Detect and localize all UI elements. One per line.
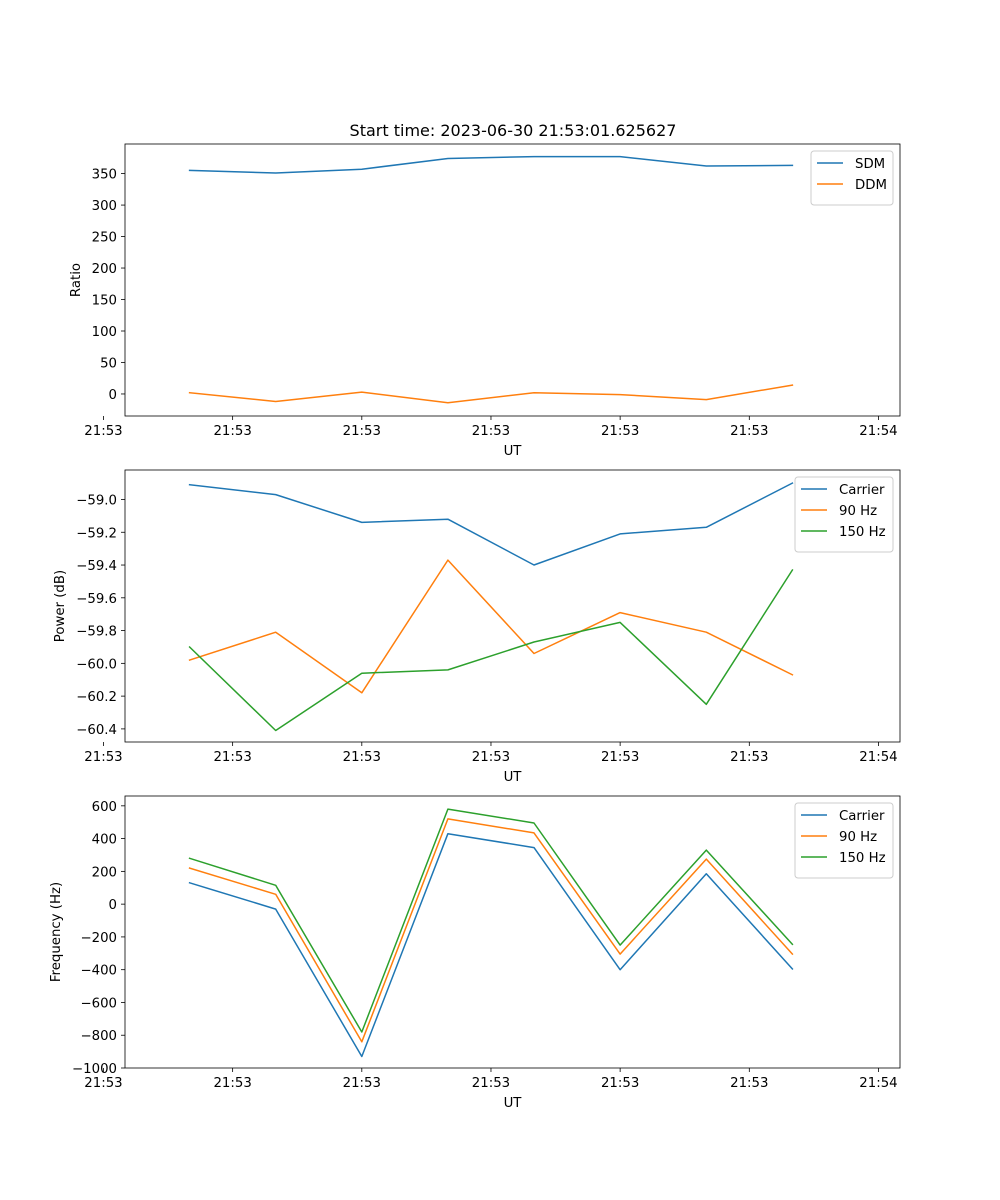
y-tick-label: 0	[109, 898, 117, 913]
subplot-2: 21:53 21:53 21:53 21:53 21:53 21:53 21:54 −60.4…	[53, 469, 901, 785]
y-tick-label: 200	[92, 865, 117, 880]
series-line	[188, 384, 794, 404]
x-tick-label: 21:54	[859, 424, 897, 439]
x-tick-label: 21:53	[601, 1076, 639, 1091]
x-tick-label: 21:53	[601, 424, 639, 439]
x-tick-label: 21:53	[472, 424, 510, 439]
x-axis-label: UT	[504, 444, 523, 459]
x-tick-label: 21:53	[343, 750, 381, 765]
y-tick-label: 350	[92, 168, 117, 183]
x-tick-label: 21:53	[730, 424, 768, 439]
x-tick-label: 21:53	[472, 750, 510, 765]
y-tick-label: 50	[100, 356, 117, 371]
x-tick-label: 21:53	[601, 750, 639, 765]
series-line	[188, 155, 794, 174]
x-tick-label: 21:53	[343, 1076, 381, 1091]
y-axis-label: Power (dB)	[53, 570, 68, 642]
y-tick-label: −59.4	[76, 559, 117, 574]
legend-label: DDM	[855, 178, 887, 193]
x-tick-label: 21:53	[730, 750, 768, 765]
y-tick-label: 400	[92, 833, 117, 848]
y-tick-label: −60.0	[76, 657, 117, 672]
x-tick-label: 21:53	[730, 1076, 768, 1091]
legend-label: 150 Hz	[839, 851, 886, 866]
x-tick-label: 21:53	[213, 424, 251, 439]
legend-label: 90 Hz	[839, 504, 877, 519]
y-tick-label: −59.0	[76, 493, 117, 508]
y-tick-label: −59.6	[76, 592, 117, 607]
axes-frame	[124, 795, 901, 1069]
legend-box	[794, 802, 894, 879]
y-tick-label: 100	[92, 325, 117, 340]
y-tick-label: −600	[80, 996, 117, 1011]
legend-label: 90 Hz	[839, 830, 877, 845]
legend-box	[794, 476, 894, 553]
legend: Carrier 90 Hz 150 Hz	[794, 476, 894, 553]
y-tick-label: 250	[92, 231, 117, 246]
x-tick-label: 21:53	[213, 1076, 251, 1091]
x-tick-label: 21:54	[859, 750, 897, 765]
y-tick-label: −60.2	[76, 690, 117, 705]
series-line	[188, 559, 794, 694]
x-tick-label: 21:53	[213, 750, 251, 765]
x-tick-label: 21:53	[84, 750, 122, 765]
charts-group: 21:53 21:53 21:53 21:53 21:53 21:53 21:54 0 50 10…	[49, 143, 901, 1111]
axes-frame	[124, 469, 901, 743]
y-tick-label: 150	[92, 294, 117, 309]
x-tick-label: 21:53	[472, 1076, 510, 1091]
series-line	[188, 832, 794, 1058]
y-tick-label: 200	[92, 262, 117, 277]
legend: Carrier 90 Hz 150 Hz	[794, 802, 894, 879]
chart-title: Start time: 2023-06-30 21:53:01.625627	[350, 121, 677, 140]
series-line	[188, 818, 794, 1043]
y-tick-label: −800	[80, 1029, 117, 1044]
legend-label: Carrier	[839, 809, 885, 824]
legend-label: 150 Hz	[839, 525, 886, 540]
x-tick-label: 21:53	[343, 424, 381, 439]
y-tick-label: −400	[80, 964, 117, 979]
series-line	[188, 482, 794, 566]
x-axis-label: UT	[504, 770, 523, 785]
y-tick-label: −60.4	[76, 723, 117, 738]
legend: SDM DDM	[810, 150, 894, 206]
y-tick-label: −59.2	[76, 526, 117, 541]
y-tick-label: 300	[92, 199, 117, 214]
y-axis-label: Frequency (Hz)	[49, 882, 64, 982]
legend-box	[810, 150, 894, 206]
subplot-3: 21:53 21:53 21:53 21:53 21:53 21:53 21:54 −1000…	[49, 795, 901, 1111]
y-axis-label: Ratio	[69, 263, 84, 297]
axes-frame	[124, 143, 901, 417]
y-tick-label: −1000	[72, 1062, 117, 1077]
x-tick-label: 21:54	[859, 1076, 897, 1091]
legend-label: Carrier	[839, 483, 885, 498]
x-axis-label: UT	[504, 1096, 523, 1111]
y-tick-label: 600	[92, 800, 117, 815]
x-tick-label: 21:53	[84, 424, 122, 439]
series-line	[188, 568, 794, 732]
y-tick-label: −200	[80, 931, 117, 946]
series-line	[188, 808, 794, 1033]
x-tick-label: 21:53	[84, 1076, 122, 1091]
legend-label: SDM	[855, 157, 885, 172]
y-tick-label: 0	[109, 388, 117, 403]
subplot-1: 21:53 21:53 21:53 21:53 21:53 21:53 21:54 0 50 10…	[69, 143, 901, 459]
y-tick-label: −59.8	[76, 625, 117, 640]
